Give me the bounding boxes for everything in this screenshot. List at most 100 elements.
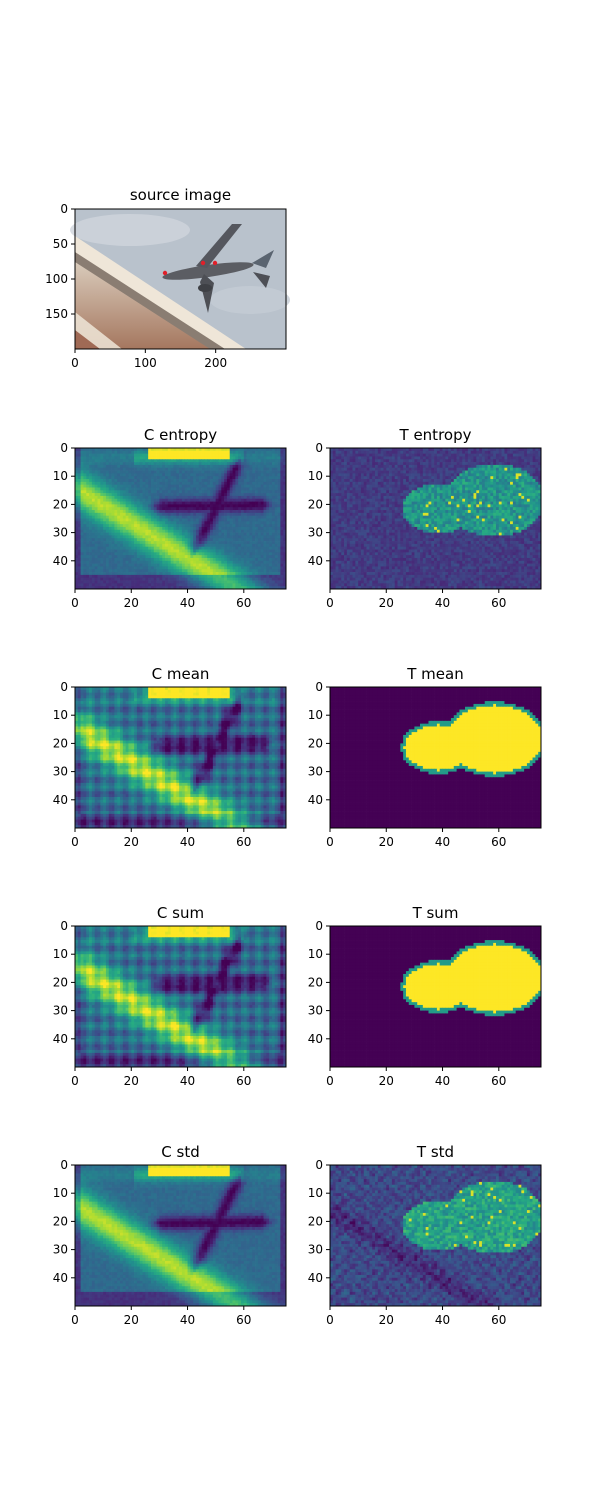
heatmap-cell [280,502,283,505]
heatmap-cell [159,578,162,581]
heatmap-cell [151,468,154,471]
heatmap-cell [151,527,154,530]
heatmap-cell [367,462,370,465]
heatmap-cell [126,496,129,499]
heatmap-cell [230,581,233,584]
heatmap-cell [252,558,255,561]
heatmap-cell [230,456,233,459]
heatmap-cell [358,462,361,465]
heatmap-cell [347,456,350,459]
heatmap-cell [103,547,106,550]
heatmap-cell [78,496,81,499]
heatmap-cell [252,535,255,538]
heatmap-cell [78,485,81,488]
heatmap-cell [428,462,431,465]
heatmap-cell [280,507,283,510]
heatmap-cell [221,451,224,454]
heatmap-cell [182,490,185,493]
heatmap-cell [117,485,120,488]
heatmap-cell [216,538,219,541]
heatmap-cell [269,538,272,541]
heatmap-cell [140,538,143,541]
heatmap-cell [221,516,224,519]
heatmap-cell [185,456,188,459]
heatmap-cell [221,499,224,502]
heatmap-cell [112,547,115,550]
heatmap-cell [78,471,81,474]
heatmap-cell [131,504,134,507]
heatmap-cell [148,462,151,465]
heatmap-cell [112,569,115,572]
heatmap-cell [372,473,375,476]
heatmap-cell [238,533,241,536]
heatmap-cell [241,578,244,581]
heatmap-cell [266,490,269,493]
heatmap-cell [502,468,505,471]
heatmap-cell [272,581,275,584]
heatmap-cell [78,487,81,490]
heatmap-cell [173,538,176,541]
heatmap-cell [81,490,84,493]
heatmap-cell [263,561,266,564]
heatmap-cell [188,482,191,485]
heatmap-cell [224,575,227,578]
heatmap-cell [185,516,188,519]
heatmap-cell [247,581,250,584]
heatmap-cell [162,482,165,485]
heatmap-cell [266,541,269,544]
heatmap-cell [485,462,488,465]
heatmap-cell [179,496,182,499]
heatmap-cell [199,476,202,479]
heatmap-cell [263,459,266,462]
heatmap-cell [213,490,216,493]
heatmap-cell [168,566,171,569]
heatmap-cell [488,454,491,457]
heatmap-cell [333,459,336,462]
heatmap-cell [176,459,179,462]
heatmap-cell [238,535,241,538]
heatmap-cell [162,569,165,572]
heatmap-cell [154,493,157,496]
heatmap-cell [193,471,196,474]
heatmap-cell [83,572,86,575]
heatmap-cell [171,572,174,575]
heatmap-cell [210,490,213,493]
heatmap-cell [188,519,191,522]
heatmap-cell [140,541,143,544]
heatmap-cell [120,550,123,553]
heatmap-cell [145,471,148,474]
heatmap-cell [173,485,176,488]
heatmap-cell [210,516,213,519]
heatmap-cell [488,471,491,474]
heatmap-cell [207,482,210,485]
heatmap-cell [196,499,199,502]
heatmap-cell [98,530,101,533]
heatmap-cell [344,473,347,476]
heatmap-cell [202,507,205,510]
heatmap-cell [216,456,219,459]
heatmap-cell [92,490,95,493]
heatmap-cell [182,482,185,485]
heatmap-cell [117,519,120,522]
heatmap-cell [516,456,519,459]
heatmap-cell [440,471,443,474]
heatmap-cell [533,456,536,459]
heatmap-cell [247,454,250,457]
heatmap-cell [176,479,179,482]
heatmap-cell [244,535,247,538]
heatmap-cell [199,533,202,536]
heatmap-cell [493,456,496,459]
heatmap-cell [527,456,530,459]
heatmap-cell [426,468,429,471]
heatmap-cell [89,552,92,555]
heatmap-cell [224,510,227,513]
heatmap-cell [255,493,258,496]
heatmap-cell [112,496,115,499]
heatmap-cell [81,482,84,485]
heatmap-cell [157,502,160,505]
heatmap-cell [233,507,236,510]
heatmap-cell [210,538,213,541]
heatmap-cell [120,493,123,496]
heatmap-cell [518,471,521,474]
heatmap-cell [367,471,370,474]
